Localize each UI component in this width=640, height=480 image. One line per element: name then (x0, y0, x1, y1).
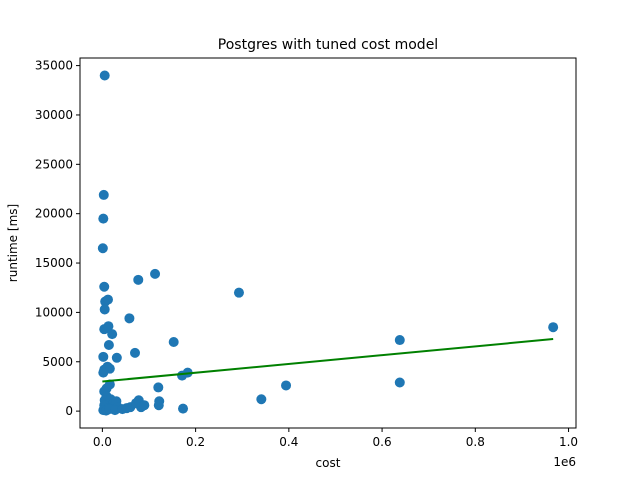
data-point (168, 337, 179, 348)
y-tick-label: 5000 (42, 355, 73, 369)
x-tick-label: 0.8 (466, 435, 485, 449)
data-point (139, 400, 150, 411)
data-point (102, 294, 113, 305)
data-point (130, 347, 141, 358)
y-tick-label: 25000 (35, 157, 73, 171)
data-point (103, 339, 114, 350)
data-point (107, 329, 118, 340)
plot-frame (79, 57, 577, 429)
data-point (394, 335, 405, 346)
data-point (124, 313, 135, 324)
data-point (99, 304, 110, 315)
x-tick-label: 0.4 (279, 435, 298, 449)
data-point (394, 377, 405, 388)
y-tick-label: 0 (65, 404, 73, 418)
y-tick-label: 10000 (35, 305, 73, 319)
data-point (133, 274, 144, 285)
data-point (153, 382, 164, 393)
y-tick-label: 15000 (35, 256, 73, 270)
data-point (109, 405, 120, 416)
data-point (98, 367, 109, 378)
data-point (233, 287, 244, 298)
data-point (281, 380, 292, 391)
x-tick-label: 0.6 (373, 435, 392, 449)
x-tick-label: 0.2 (186, 435, 205, 449)
y-axis-label: runtime [ms] (6, 204, 20, 282)
y-tick-label: 20000 (35, 207, 73, 221)
data-point (150, 268, 161, 279)
data-point (99, 281, 110, 292)
data-point (97, 243, 108, 254)
data-point (548, 322, 559, 333)
x-axis: 0.0 0.2 0.4 0.6 0.8 1.0 (93, 428, 578, 449)
x-tick-label: 1.0 (559, 435, 578, 449)
data-point (98, 351, 109, 362)
y-tick-label: 30000 (35, 108, 73, 122)
y-axis: 0 5000 10000 15000 20000 25000 30000 35000 (35, 59, 80, 418)
x-tick-label: 0.0 (93, 435, 112, 449)
data-point (103, 321, 114, 332)
data-point (256, 394, 267, 405)
x-axis-label: cost (316, 456, 341, 470)
data-point (178, 403, 189, 414)
x-axis-multiplier: 1e6 (553, 455, 576, 469)
data-point (153, 400, 164, 411)
y-tick-label: 35000 (35, 59, 73, 73)
chart-title: Postgres with tuned cost model (218, 37, 438, 53)
data-point (99, 70, 110, 81)
data-point (98, 189, 109, 200)
data-point (111, 352, 122, 363)
fit-line (102, 338, 554, 383)
data-point (98, 213, 109, 224)
plot-area (97, 70, 559, 416)
